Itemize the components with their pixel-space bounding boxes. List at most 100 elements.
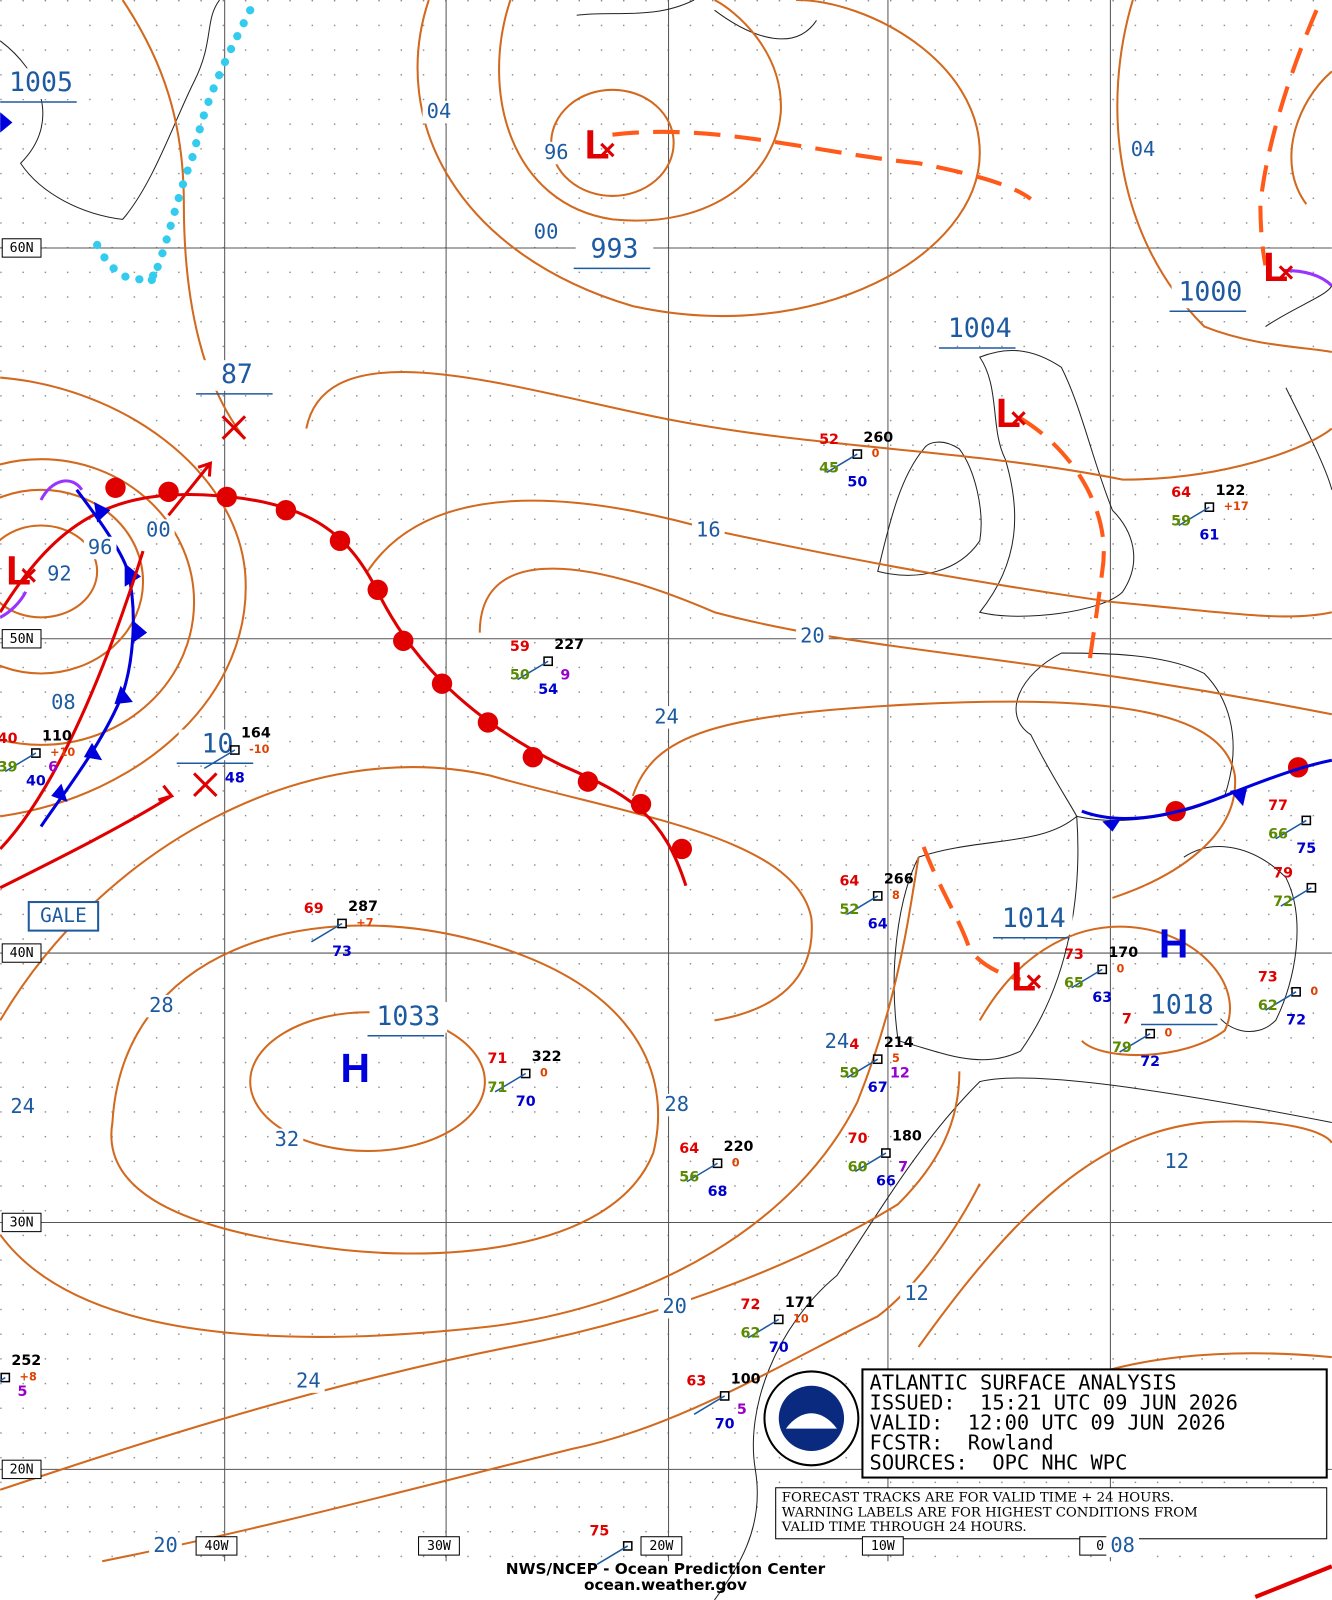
pressure-system: L: [585, 122, 610, 168]
lon-label-box: [640, 1536, 683, 1556]
lon-label: 20W: [649, 1539, 673, 1554]
info-line: FCSTR: Rowland: [870, 1430, 1054, 1454]
station-temp: 64: [840, 874, 860, 890]
station-tend: 0: [1117, 962, 1125, 975]
station-dew: 62: [1258, 998, 1278, 1014]
isobar-label: 08: [1110, 1533, 1135, 1557]
lon-label: 30W: [427, 1539, 451, 1554]
station-dew: 59: [1171, 513, 1191, 529]
pressure-system: H: [1159, 921, 1188, 967]
info-line: SOURCES: OPC NHC WPC: [870, 1450, 1128, 1474]
footer-line: NWS/NCEP - Ocean Prediction Center: [506, 1560, 826, 1578]
info-box: [861, 1368, 1328, 1479]
center-pressure: 1000: [1178, 276, 1242, 307]
station-sst: 48: [225, 771, 245, 787]
station-dew: 62: [741, 1326, 761, 1342]
isobar-label: 24: [296, 1369, 321, 1393]
station-sst: 40: [26, 774, 46, 790]
label-bg: [692, 519, 725, 542]
station-tend: 0: [872, 447, 880, 460]
label-bg: [145, 994, 178, 1018]
lat-label: 20N: [10, 1462, 34, 1477]
label-bg: [83, 536, 117, 560]
label-bg: [292, 1370, 325, 1393]
wind-barb: [1275, 819, 1307, 840]
wind-barb: [686, 1162, 718, 1183]
low-x: [21, 568, 36, 583]
station-sst: 70: [516, 1094, 536, 1110]
station-temp: 7: [1122, 1011, 1132, 1027]
lat-label-box: [1, 1212, 42, 1233]
station-sst: 54: [538, 682, 558, 698]
label-bg: [142, 519, 175, 542]
label-bg: [1143, 990, 1221, 1022]
station-tend: +7: [356, 916, 373, 929]
station-temp: 69: [304, 901, 324, 917]
label-bg: [820, 1030, 854, 1054]
station-pres: 164: [241, 726, 271, 742]
station-wx: 5: [737, 1402, 747, 1418]
label-bg: [995, 904, 1073, 935]
isobar-label: 00: [146, 518, 171, 542]
low-x: [600, 142, 615, 158]
center-pressure: 1033: [376, 1001, 440, 1032]
gale-box: [27, 901, 100, 932]
station-sst: 75: [1296, 841, 1316, 857]
wind-barb: [203, 749, 236, 770]
wind-barb: [494, 1072, 527, 1093]
station-dew: 79: [1112, 1040, 1132, 1056]
center-pressure: 1018: [1150, 990, 1214, 1021]
info-line: ATLANTIC SURFACE ANALYSIS: [870, 1371, 1177, 1395]
station-temp: 52: [819, 432, 839, 448]
station-tend: 0: [1310, 985, 1318, 998]
low-x: [1026, 974, 1042, 989]
pressure-system: L: [1263, 244, 1288, 290]
wind-barb: [1071, 968, 1103, 989]
isobar-label: 20: [800, 624, 825, 648]
station-marker: [872, 1054, 883, 1065]
notice-box: [775, 1487, 1328, 1540]
lat-label: 60N: [10, 241, 34, 256]
wind-barb: [826, 453, 858, 474]
station-tend: +8: [20, 1371, 37, 1384]
noaa-logo: [763, 1370, 860, 1467]
grid-lines: [0, 0, 1332, 1562]
pressure-system: L: [6, 547, 31, 593]
station-pres: 170: [1108, 945, 1138, 961]
isobar-label: 16: [696, 518, 721, 542]
low-x: [1278, 265, 1294, 280]
station-temp: 70: [848, 1131, 868, 1147]
warning-label: GALE: [40, 904, 87, 927]
label-bg: [149, 1534, 182, 1558]
lon-label-box: [195, 1536, 238, 1556]
station-pres: 171: [785, 1295, 815, 1311]
pressure-system: L: [996, 390, 1021, 436]
notice-line: WARNING LABELS ARE FOR HIGHEST CONDITION…: [782, 1505, 1198, 1520]
label-bg: [529, 221, 563, 244]
isobar-label: 08: [51, 690, 76, 714]
station-tend: +17: [1224, 500, 1249, 513]
lat-label: 30N: [10, 1215, 34, 1230]
wind-barb: [311, 922, 343, 943]
station-temp: 63: [686, 1374, 706, 1390]
info-line: ISSUED: 15:21 UTC 09 JUN 2026: [870, 1391, 1238, 1415]
isobar-label: 12: [904, 1281, 929, 1305]
pressure-system: L: [1011, 953, 1036, 999]
station-wx: 7: [898, 1159, 908, 1175]
station-tend: 0: [540, 1066, 548, 1079]
isobar-label: 12: [1164, 1149, 1189, 1173]
station-sst: 72: [1286, 1012, 1306, 1028]
station-sst: 63: [1092, 990, 1112, 1006]
station-wx: 12: [890, 1065, 910, 1081]
center-pressure: 1014: [1002, 903, 1066, 934]
wind-barb: [846, 1058, 879, 1079]
label-bg: [1106, 1534, 1139, 1558]
station-pres: 180: [892, 1129, 922, 1145]
center-pressure: 10: [202, 728, 234, 759]
station-temp: 64: [1171, 485, 1191, 501]
center-pressure: 993: [591, 234, 639, 265]
center-pressure: 87: [221, 359, 253, 390]
notice-line: VALID TIME THROUGH 24 HOURS.: [781, 1520, 1027, 1535]
station-dew: 71: [487, 1080, 507, 1096]
wind-barb: [0, 1376, 6, 1382]
